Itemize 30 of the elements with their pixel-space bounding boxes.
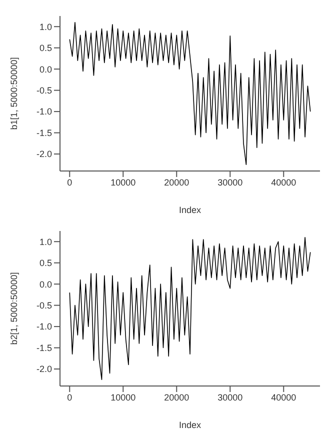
- x-tick-label: 20000: [164, 177, 190, 188]
- y-tick-label: 1.0: [39, 22, 52, 32]
- y-tick-label: -1.5: [36, 342, 52, 353]
- y-tick-label: -0.5: [36, 86, 52, 96]
- y-tick-label: 0.5: [39, 43, 52, 54]
- x-tick-label: 0: [67, 392, 72, 402]
- y-tick-label: 0.5: [39, 258, 52, 268]
- x-tick-label: 30000: [218, 392, 243, 402]
- x-tick-label: 30000: [218, 177, 243, 188]
- y-tick-label: -1.0: [36, 106, 52, 117]
- x-tick-label: 40000: [271, 392, 296, 402]
- x-tick-label: 40000: [271, 177, 296, 188]
- y-tick-label: -1.0: [36, 322, 52, 332]
- y-tick-label: 0.0: [39, 64, 52, 74]
- y-tick-label: 0.0: [39, 279, 52, 290]
- x-axis-title: Index: [178, 205, 202, 215]
- y-axis-title: b1[1, 5000:50000]: [9, 57, 20, 130]
- y-tick-label: -1.5: [36, 128, 52, 138]
- line-series: [69, 22, 311, 166]
- x-tick-label: 20000: [164, 392, 190, 402]
- x-tick-label: 10000: [110, 392, 136, 402]
- y-tick-label: -2.0: [36, 149, 52, 160]
- y-tick-label: 1.0: [39, 236, 52, 247]
- y-tick-label: -0.5: [36, 300, 52, 311]
- line-series: [69, 236, 311, 380]
- x-tick-label: 10000: [110, 177, 136, 188]
- x-axis-title: Index: [178, 420, 202, 430]
- y-axis-title: b2[1, 5000:50000]: [9, 272, 20, 345]
- y-tick-label: -2.0: [36, 364, 52, 374]
- x-tick-label: 0: [67, 177, 72, 188]
